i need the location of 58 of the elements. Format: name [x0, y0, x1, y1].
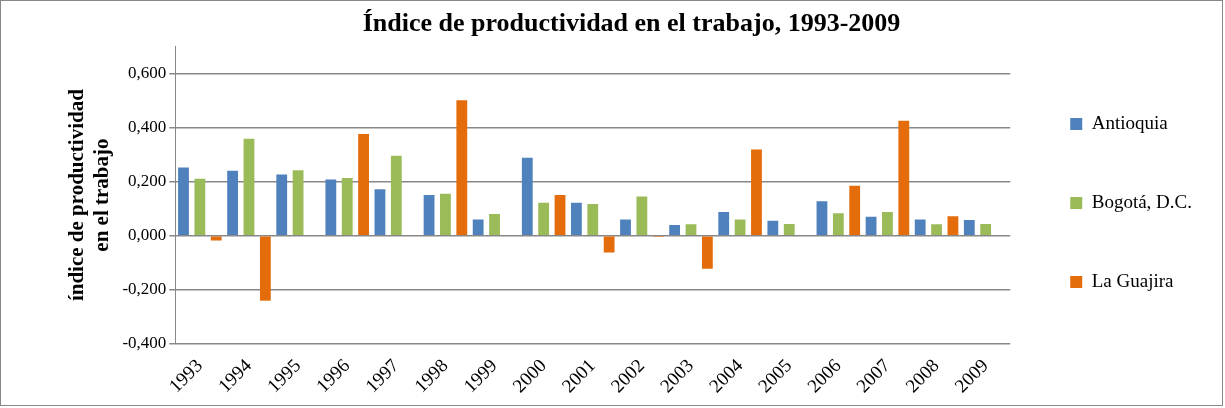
bar: [538, 202, 550, 235]
bar: [423, 195, 435, 235]
y-tick-label: 0,200: [128, 171, 167, 191]
legend-label: La Guajira: [1091, 269, 1175, 291]
y-tick-label: 0,400: [128, 116, 167, 136]
bar: [259, 236, 271, 301]
x-tick-label: 1993: [164, 354, 207, 397]
bar: [636, 196, 648, 235]
bar: [685, 224, 697, 235]
bar: [341, 178, 353, 235]
bar: [292, 170, 304, 235]
bar: [718, 211, 730, 235]
bar: [898, 120, 910, 235]
y-tick-label: 0,000: [128, 225, 167, 245]
bar: [358, 133, 369, 235]
bar: [701, 236, 713, 269]
bar: [947, 216, 959, 235]
bar: [734, 219, 746, 235]
x-tick-label: 1999: [459, 354, 501, 397]
bar: [980, 224, 992, 235]
bar: [489, 214, 500, 235]
bar: [456, 100, 468, 235]
bar: [587, 204, 599, 235]
chart-title: Índice de productividad en el trabajo, 1993-2009: [362, 8, 901, 38]
bar: [783, 224, 795, 235]
bar: [751, 149, 762, 235]
bar: [816, 201, 828, 235]
bar: [227, 170, 239, 235]
bar: [194, 178, 206, 235]
legend-label: Antioquia: [1091, 111, 1169, 133]
bar: [931, 224, 942, 235]
bar: [554, 195, 566, 235]
bar: [914, 219, 926, 235]
bar: [325, 179, 337, 235]
bar: [963, 220, 975, 235]
bar: [882, 211, 893, 235]
bar: [390, 155, 402, 235]
y-tick-label: -0,400: [122, 333, 167, 353]
bar: [767, 220, 779, 235]
bar: [178, 167, 189, 235]
y-tick-label: 0,600: [128, 62, 167, 82]
bar: [669, 224, 681, 235]
bar: [849, 185, 861, 235]
bar: [570, 202, 582, 235]
bar: [521, 157, 533, 235]
bar: [243, 138, 255, 235]
y-tick-label: -0,200: [122, 279, 167, 299]
bar: [276, 174, 288, 235]
y-axis-title: índice de productividad en el trabajo: [64, 88, 114, 302]
bar: [865, 216, 877, 235]
bar: [210, 236, 222, 241]
bar: [603, 236, 615, 253]
bar: [472, 219, 484, 235]
bar: [374, 189, 386, 235]
bar: [832, 213, 844, 235]
bar: [620, 219, 631, 235]
legend-label: Bogotá, D.C.: [1091, 190, 1192, 212]
bar: [440, 193, 451, 235]
